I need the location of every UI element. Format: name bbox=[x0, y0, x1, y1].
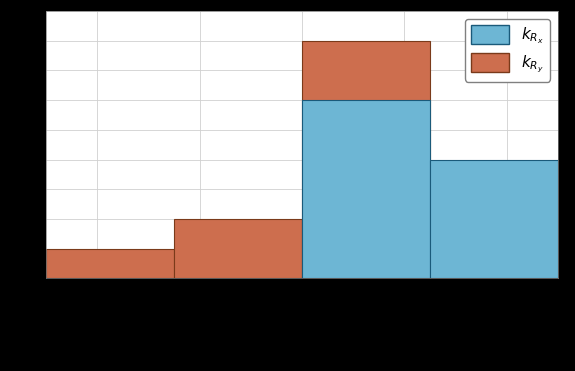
Bar bbox=[430, 160, 558, 278]
Bar bbox=[430, 249, 558, 278]
Legend: $k_{R_x}$, $k_{R_y}$: $k_{R_x}$, $k_{R_y}$ bbox=[465, 19, 550, 82]
Bar bbox=[174, 219, 302, 278]
Bar bbox=[302, 100, 430, 278]
Bar bbox=[302, 41, 430, 278]
Bar bbox=[46, 249, 174, 278]
